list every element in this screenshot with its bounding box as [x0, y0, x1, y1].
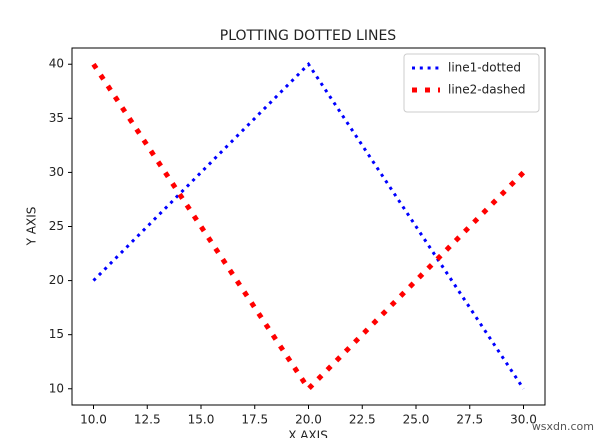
series-line — [92, 61, 525, 390]
y-tick-label: 40 — [49, 57, 64, 71]
x-tick-label: 27.5 — [456, 413, 483, 427]
x-tick-label: 12.5 — [134, 413, 161, 427]
y-tick-label: 20 — [49, 273, 64, 287]
x-tick-label: 10.0 — [80, 413, 107, 427]
x-tick-label: 22.5 — [349, 413, 376, 427]
y-tick-label: 15 — [49, 327, 64, 341]
x-tick-label: 17.5 — [241, 413, 268, 427]
x-tick-label: 30.0 — [510, 413, 537, 427]
legend-label: line2-dashed — [448, 83, 525, 97]
y-tick-label: 10 — [49, 381, 64, 395]
x-tick-label: 25.0 — [403, 413, 430, 427]
watermark: wsxdn.com — [532, 420, 594, 433]
y-axis-label: Y AXIS — [25, 207, 39, 247]
x-tick-label: 20.0 — [295, 413, 322, 427]
y-tick-label: 25 — [49, 219, 64, 233]
x-axis-label: X AXIS — [288, 429, 328, 438]
chart-title: PLOTTING DOTTED LINES — [220, 28, 397, 44]
legend-label: line1-dotted — [448, 61, 521, 75]
y-tick-label: 35 — [49, 111, 64, 125]
x-tick-label: 15.0 — [188, 413, 215, 427]
y-tick-label: 30 — [49, 165, 64, 179]
